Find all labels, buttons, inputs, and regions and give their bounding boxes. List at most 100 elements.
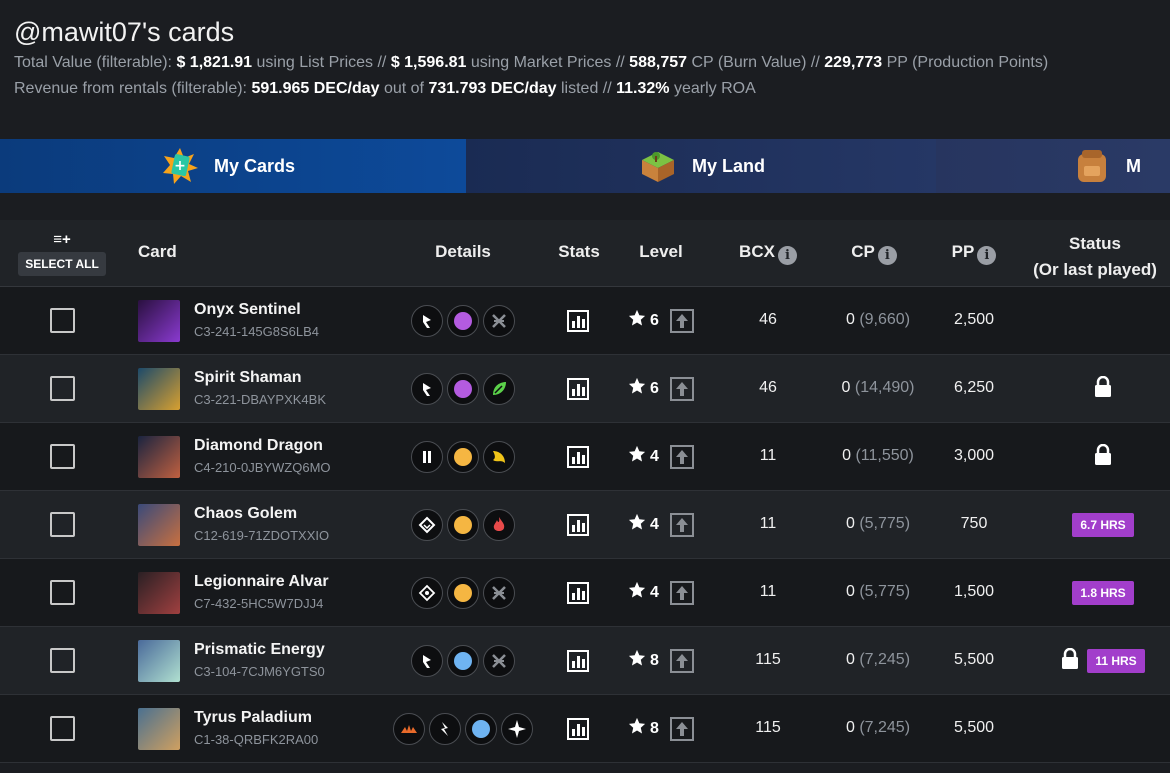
card-details xyxy=(393,713,533,745)
row-checkbox[interactable] xyxy=(50,580,75,605)
card-thumbnail[interactable] xyxy=(138,572,180,614)
upgrade-arrow-icon[interactable] xyxy=(670,377,694,401)
rare-rarity-icon xyxy=(447,441,479,473)
card-bcx: 11 xyxy=(759,583,777,600)
star-icon xyxy=(628,513,646,536)
dragon-element-icon xyxy=(483,441,515,473)
card-level: 4 xyxy=(628,581,659,604)
dash-icon xyxy=(411,645,443,677)
lock-icon xyxy=(1094,375,1112,403)
card-pp: 5,500 xyxy=(953,651,995,668)
common-rarity-icon xyxy=(465,713,497,745)
row-checkbox[interactable] xyxy=(50,648,75,673)
no-ability-icon xyxy=(483,305,515,337)
row-checkbox[interactable] xyxy=(50,444,75,469)
header-pp[interactable]: PP i xyxy=(934,242,1014,265)
stats-chart-icon[interactable] xyxy=(566,649,590,673)
card-status xyxy=(1036,355,1170,423)
stats-chart-icon[interactable] xyxy=(566,445,590,469)
yearly-roa: 11.32% xyxy=(616,80,670,97)
stats-chart-icon[interactable] xyxy=(566,377,590,401)
upgrade-arrow-icon[interactable] xyxy=(670,581,694,605)
card-thumbnail[interactable] xyxy=(138,504,180,546)
info-icon[interactable]: i xyxy=(977,246,997,265)
header-level[interactable]: Level xyxy=(639,242,683,261)
header-cp[interactable]: CP i xyxy=(834,242,914,265)
card-name[interactable]: Onyx Sentinel xyxy=(194,301,301,318)
stats-chart-icon[interactable] xyxy=(566,309,590,333)
info-icon[interactable]: i xyxy=(877,246,897,265)
tab-bar: + My Cards My Land M xyxy=(0,139,1170,193)
card-status xyxy=(1036,287,1170,355)
card-bcx: 115 xyxy=(755,651,781,668)
table-row: Diamond Dragon C4-210-0JBYWZQ6MO 4 11 0 … xyxy=(0,423,1170,491)
card-name[interactable]: Chaos Golem xyxy=(194,505,298,522)
card-pp: 750 xyxy=(960,515,988,532)
table-row: Onyx Sentinel C3-241-145G8S6LB4 6 46 0 (… xyxy=(0,287,1170,355)
tab-my-land[interactable]: My Land xyxy=(466,139,936,193)
card-details xyxy=(411,577,515,609)
card-thumbnail[interactable] xyxy=(138,368,180,410)
row-checkbox[interactable] xyxy=(50,512,75,537)
card-level: 8 xyxy=(628,649,659,672)
upgrade-arrow-icon[interactable] xyxy=(670,513,694,537)
rare-rarity-icon xyxy=(447,509,479,541)
card-level: 8 xyxy=(628,717,659,740)
header-card[interactable]: Card xyxy=(138,242,177,261)
card-pp: 5,500 xyxy=(953,719,995,736)
land-plot-icon xyxy=(642,152,674,182)
value-summary: Total Value (filterable): $ 1,821.91 usi… xyxy=(14,54,1049,71)
upgrade-arrow-icon[interactable] xyxy=(670,445,694,469)
header-bcx[interactable]: BCX i xyxy=(726,242,810,265)
rental-summary: Revenue from rentals (filterable): 591.9… xyxy=(14,80,756,97)
card-cp: 0 (9,660) xyxy=(845,311,911,328)
info-icon[interactable]: i xyxy=(777,246,797,265)
row-checkbox[interactable] xyxy=(50,716,75,741)
select-all-button[interactable]: SELECT ALL xyxy=(18,252,106,276)
tab-my-items[interactable]: M xyxy=(936,139,1170,193)
card-bcx: 46 xyxy=(759,311,777,328)
card-level: 6 xyxy=(628,309,659,332)
card-name[interactable]: Legionnaire Alvar xyxy=(194,573,329,590)
card-pp: 6,250 xyxy=(953,379,995,396)
cards-burst-icon: + xyxy=(163,148,198,184)
compass-icon xyxy=(501,713,533,745)
multi-select-icon[interactable]: ≡+ xyxy=(53,231,71,248)
card-status: 11 HRS xyxy=(1036,627,1170,695)
blast-ability-icon xyxy=(393,713,425,745)
card-bcx: 11 xyxy=(759,515,777,532)
card-name[interactable]: Tyrus Paladium xyxy=(194,709,312,726)
row-checkbox[interactable] xyxy=(50,308,75,333)
card-status xyxy=(1036,695,1170,763)
card-bcx: 115 xyxy=(755,719,781,736)
card-thumbnail[interactable] xyxy=(138,300,180,342)
header-status[interactable]: Status (Or last played) xyxy=(1033,234,1157,279)
table-row: Legionnaire Alvar C7-432-5HC5W7DJJ4 4 11… xyxy=(0,559,1170,627)
card-thumbnail[interactable] xyxy=(138,436,180,478)
upgrade-arrow-icon[interactable] xyxy=(670,649,694,673)
stats-chart-icon[interactable] xyxy=(566,581,590,605)
upgrade-arrow-icon[interactable] xyxy=(670,717,694,741)
pp-value: 229,773 xyxy=(824,54,883,71)
stats-chart-icon[interactable] xyxy=(566,717,590,741)
star-icon xyxy=(628,581,646,604)
card-name[interactable]: Spirit Shaman xyxy=(194,369,302,386)
card-name[interactable]: Prismatic Energy xyxy=(194,641,325,658)
card-name[interactable]: Diamond Dragon xyxy=(194,437,323,454)
card-details xyxy=(411,441,515,473)
card-thumbnail[interactable] xyxy=(138,708,180,750)
status-badge: 6.7 HRS xyxy=(1072,513,1134,537)
row-checkbox[interactable] xyxy=(50,376,75,401)
card-thumbnail[interactable] xyxy=(138,640,180,682)
card-id: C3-221-DBAYPXK4BK xyxy=(194,392,326,407)
card-details xyxy=(411,305,515,337)
stats-chart-icon[interactable] xyxy=(566,513,590,537)
dash-icon xyxy=(411,305,443,337)
tab-my-cards[interactable]: + My Cards xyxy=(0,139,466,193)
card-cp: 0 (5,775) xyxy=(845,583,911,600)
rare-rarity-icon xyxy=(447,577,479,609)
earth-element-icon xyxy=(483,373,515,405)
upgrade-arrow-icon[interactable] xyxy=(670,309,694,333)
status-badge: 11 HRS xyxy=(1087,649,1145,673)
table-row: Prismatic Energy C3-104-7CJM6YGTS0 8 115… xyxy=(0,627,1170,695)
